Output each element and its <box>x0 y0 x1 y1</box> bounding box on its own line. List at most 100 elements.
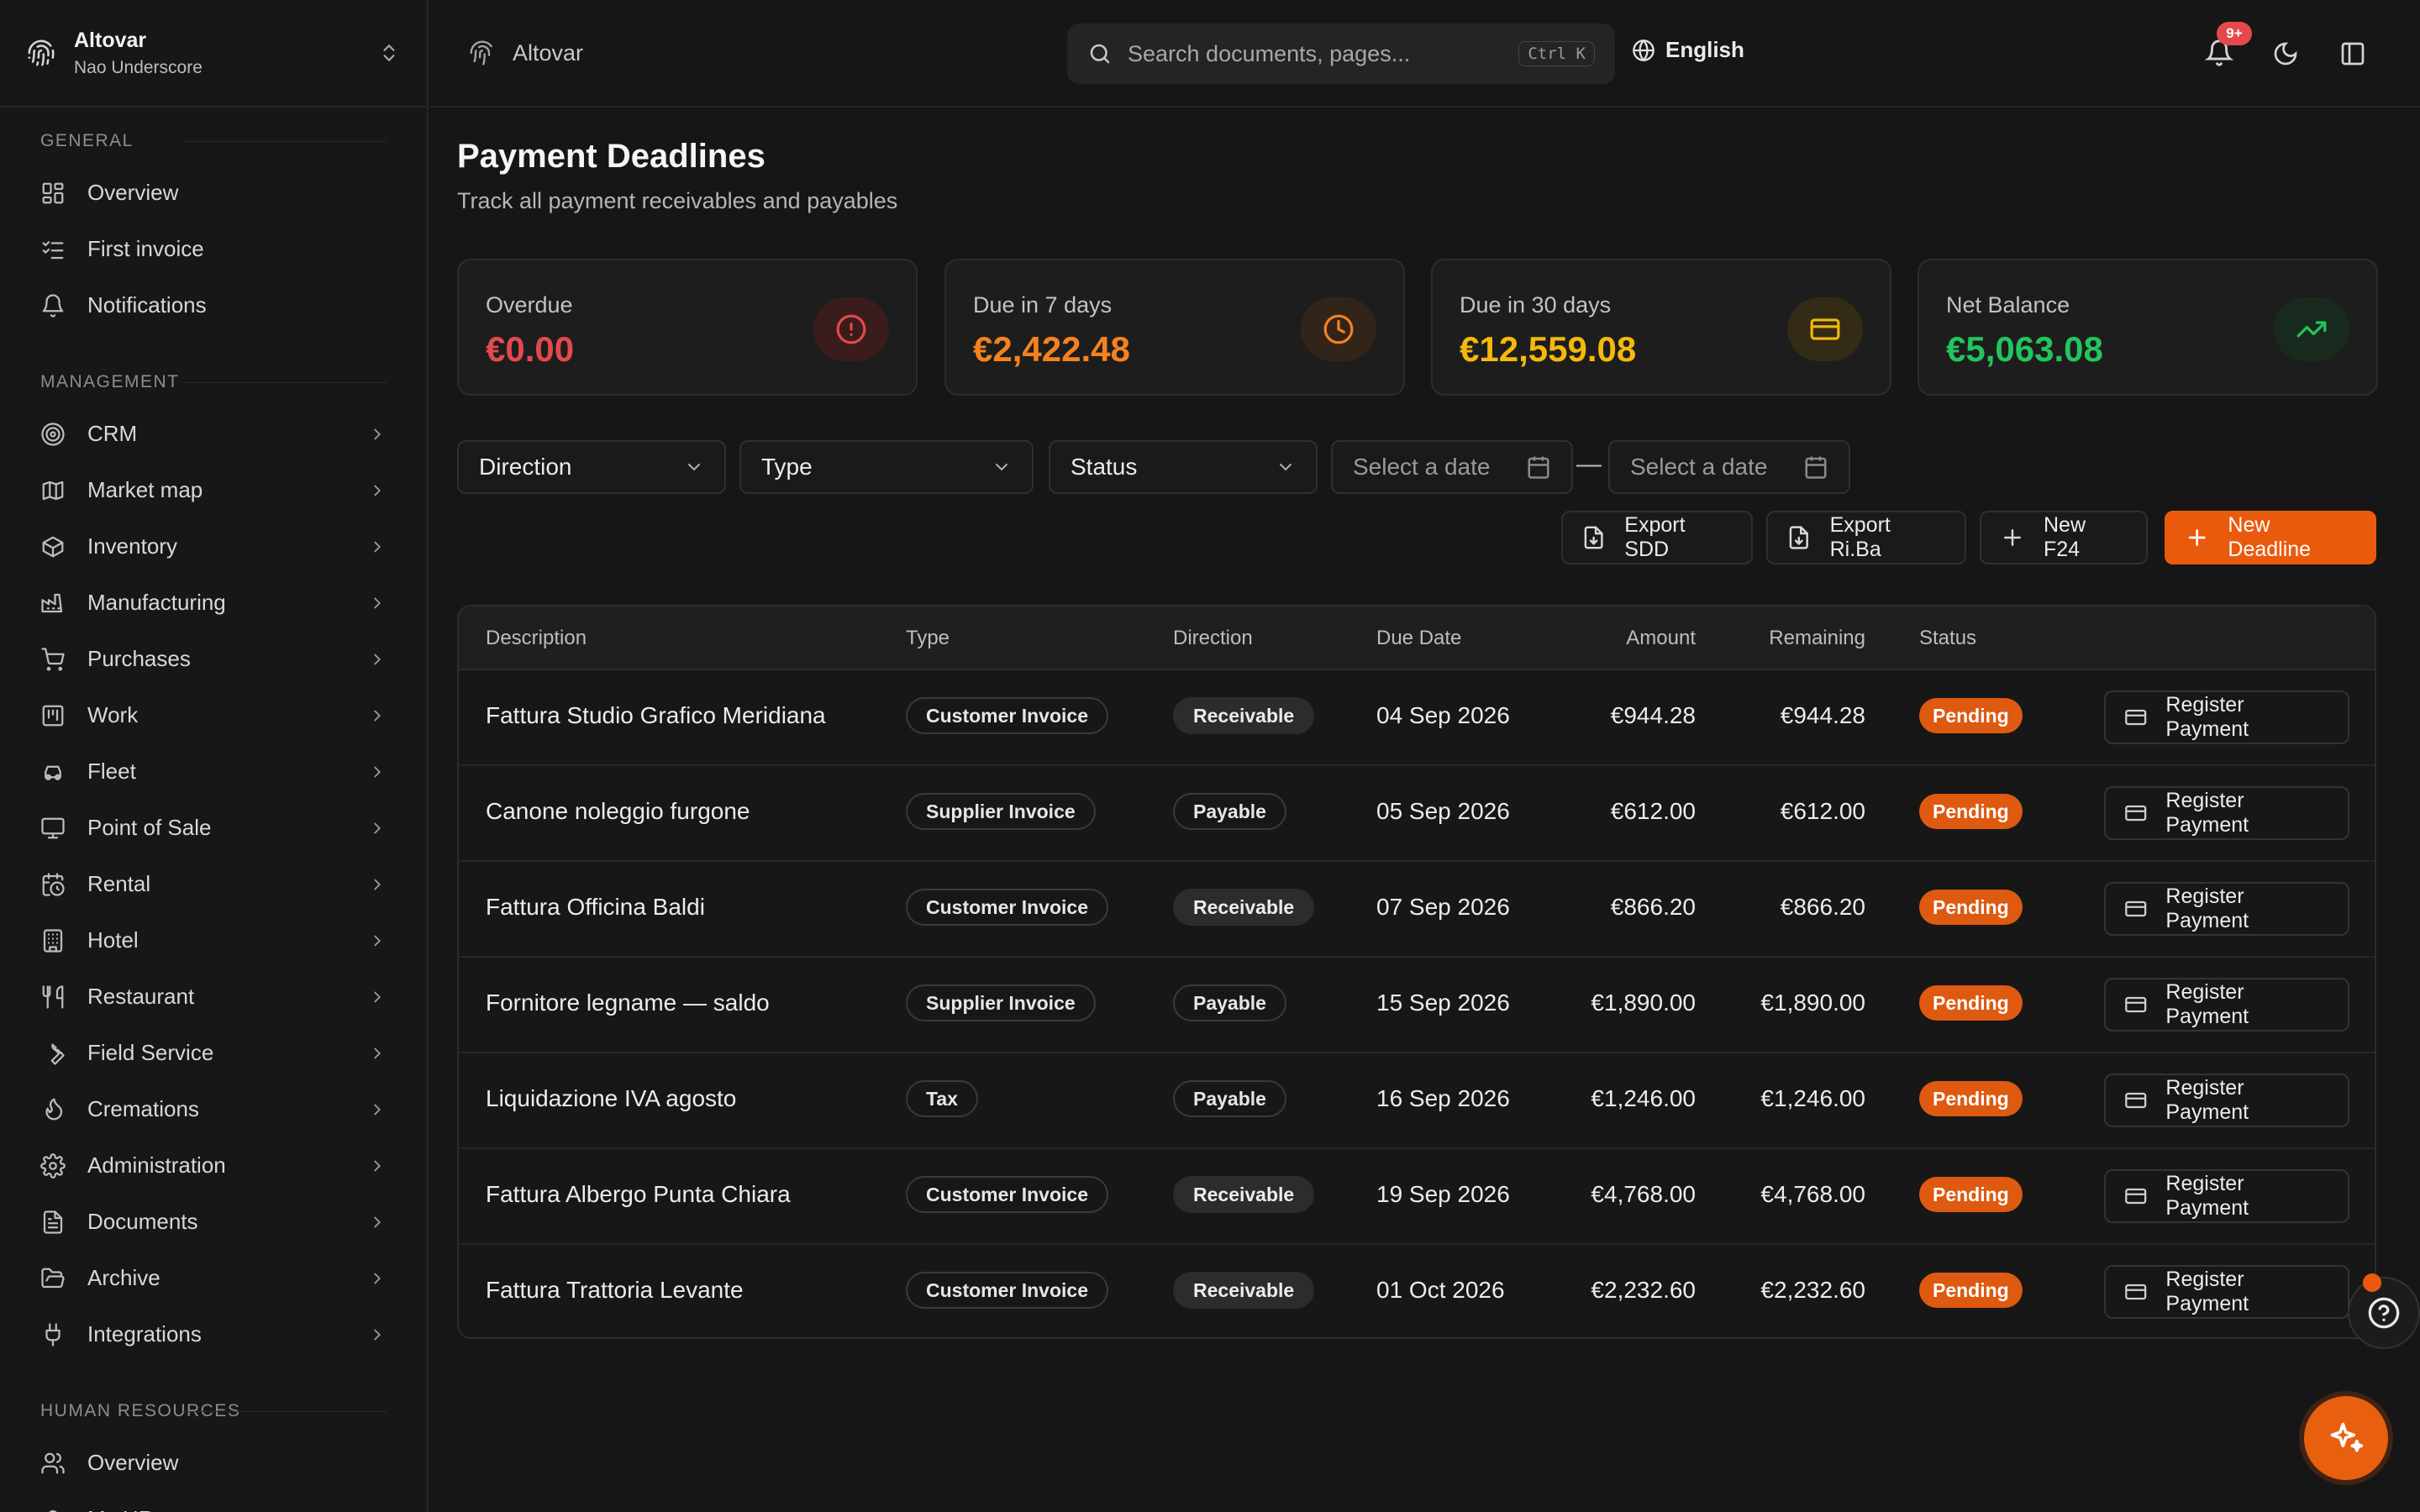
sidebar-section-header: MANAGEMENT <box>40 349 387 406</box>
table-row[interactable]: Fattura Albergo Punta Chiara Customer Inv… <box>459 1149 2375 1245</box>
table-row[interactable]: Fattura Studio Grafico Meridiana Customer… <box>459 670 2375 766</box>
sidebar-item-manufacturing[interactable]: Manufacturing <box>40 575 387 631</box>
sidebar-item-crm[interactable]: CRM <box>40 406 387 462</box>
table-row[interactable]: Fattura Officina Baldi Customer Invoice Re… <box>459 862 2375 958</box>
column-amount[interactable]: Amount <box>1626 627 1696 649</box>
credit-card-icon <box>2125 1284 2147 1300</box>
sidebar-item-label: My HR <box>87 1506 387 1512</box>
sidebar-item-inventory[interactable]: Inventory <box>40 518 387 575</box>
sidebar-item-field-service[interactable]: Field Service <box>40 1025 387 1081</box>
sidebar-section-header: HUMAN RESOURCES <box>40 1378 387 1435</box>
help-button[interactable] <box>2348 1277 2420 1349</box>
register-payment-button[interactable]: Register Payment <box>2104 1265 2349 1319</box>
chevron-right-icon <box>374 1104 381 1115</box>
new-f24-button[interactable]: New F24 <box>1980 511 2148 564</box>
sidebar-item-documents[interactable]: Documents <box>40 1194 387 1250</box>
search-placeholder: Search documents, pages... <box>1128 40 1411 66</box>
org-switcher[interactable]: Altovar Nao Underscore <box>0 0 427 108</box>
register-payment-label: Register Payment <box>2165 1076 2249 1124</box>
column-description[interactable]: Description <box>486 627 587 649</box>
register-payment-button[interactable]: Register Payment <box>2104 1074 2349 1127</box>
register-payment-button[interactable]: Register Payment <box>2104 786 2349 840</box>
sidebar-item-integrations[interactable]: Integrations <box>40 1306 387 1362</box>
notifications-badge: 9+ <box>2217 22 2252 45</box>
clock-icon <box>1323 314 1354 344</box>
building-icon <box>43 928 63 953</box>
row-type-badge: Supplier Invoice <box>906 793 1096 830</box>
register-payment-button[interactable]: Register Payment <box>2104 882 2349 936</box>
table-row[interactable]: Canone noleggio furgone Supplier Invoice P… <box>459 766 2375 862</box>
register-payment-button[interactable]: Register Payment <box>2104 978 2349 1032</box>
register-payment-button[interactable]: Register Payment <box>2104 690 2349 744</box>
panel-toggle-icon[interactable] <box>2339 40 2366 67</box>
moon-icon[interactable] <box>2272 40 2299 67</box>
sidebar-item-label: Overview <box>87 1450 179 1475</box>
sidebar-item-restaurant[interactable]: Restaurant <box>40 969 387 1025</box>
sidebar-item-cremations[interactable]: Cremations <box>40 1081 387 1137</box>
column-due-date[interactable]: Due Date <box>1376 627 1462 649</box>
row-status-badge: Pending <box>1919 890 2023 925</box>
sidebar-item-rental[interactable]: Rental <box>40 856 387 912</box>
chevron-down-icon <box>1280 464 1292 471</box>
chevron-down-icon <box>996 464 1007 471</box>
column-status[interactable]: Status <box>1919 627 1977 649</box>
register-payment-label: Register Payment <box>2165 885 2249 932</box>
stat-value: €2,422.48 <box>973 329 1130 369</box>
sidebar-item-work[interactable]: Work <box>40 687 387 743</box>
sidebar-item-market-map[interactable]: Market map <box>40 462 387 518</box>
language-switcher[interactable]: English <box>1632 37 1744 63</box>
row-amount: €1,890.00 <box>1591 990 1696 1016</box>
column-type[interactable]: Type <box>906 627 950 649</box>
sidebar-item-administration[interactable]: Administration <box>40 1137 387 1194</box>
row-remaining: €612.00 <box>1780 798 1865 824</box>
row-status-badge: Pending <box>1919 1273 2023 1308</box>
date-to-picker[interactable]: Select a date <box>1608 440 1850 494</box>
row-direction-badge: Receivable <box>1173 1176 1315 1213</box>
chevron-right-icon <box>374 485 381 496</box>
sidebar-item-hotel[interactable]: Hotel <box>40 912 387 969</box>
sidebar-item-notifications[interactable]: Notifications <box>40 277 387 333</box>
stat-label: Due in 30 days <box>1460 292 1612 318</box>
sidebar-item-purchases[interactable]: Purchases <box>40 631 387 687</box>
stat-label: Overdue <box>486 292 573 318</box>
table-row[interactable]: Liquidazione IVA agosto Tax Payable 16 Sep … <box>459 1053 2375 1149</box>
chevron-right-icon <box>374 1047 381 1058</box>
row-due-date: 01 Oct 2026 <box>1376 1277 1505 1303</box>
export-riba-label: Export Ri.Ba <box>1829 513 1891 561</box>
row-description: Fornitore legname — saldo <box>486 990 770 1016</box>
notifications-bell-icon[interactable] <box>2205 39 2233 67</box>
page-title: Payment Deadlines <box>457 138 765 175</box>
table-row[interactable]: Fornitore legname — saldo Supplier Invoic… <box>459 958 2375 1053</box>
sidebar-item-archive[interactable]: Archive <box>40 1250 387 1306</box>
column-remaining[interactable]: Remaining <box>1769 627 1865 649</box>
register-payment-button[interactable]: Register Payment <box>2104 1169 2349 1223</box>
plus-icon <box>2003 529 2021 546</box>
sidebar-item-fleet[interactable]: Fleet <box>40 743 387 800</box>
sidebar-item-first-invoice[interactable]: First invoice <box>40 221 387 277</box>
sidebar-item-point-of-sale[interactable]: Point of Sale <box>40 800 387 856</box>
sidebar-item-label: Point of Sale <box>87 815 212 840</box>
sidebar-item-label: First invoice <box>87 236 204 261</box>
direction-select[interactable]: Direction <box>457 440 726 494</box>
date-from-picker[interactable]: Select a date <box>1331 440 1573 494</box>
search-input[interactable]: Search documents, pages... Ctrl K <box>1067 24 1615 84</box>
status-select[interactable]: Status <box>1049 440 1318 494</box>
sidebar-item-label: Archive <box>87 1265 160 1290</box>
chevron-down-icon <box>688 464 700 471</box>
export-riba-button[interactable]: Export Ri.Ba <box>1766 511 1966 564</box>
column-direction[interactable]: Direction <box>1173 627 1253 649</box>
row-status-badge: Pending <box>1919 1177 2023 1212</box>
chevron-right-icon <box>374 654 381 664</box>
sidebar-item-overview[interactable]: Overview <box>40 1435 387 1491</box>
sidebar-nav: GENERAL Overview First invoice Notification… <box>0 108 427 1512</box>
breadcrumb[interactable]: Altovar <box>430 39 583 66</box>
row-due-date: 15 Sep 2026 <box>1376 990 1510 1016</box>
sidebar-item-my-hr[interactable]: My HR <box>40 1491 387 1512</box>
new-deadline-button[interactable]: New Deadline <box>2165 511 2376 564</box>
table-row[interactable]: Fattura Trattoria Levante Customer Invoic… <box>459 1245 2375 1337</box>
export-sdd-button[interactable]: Export SDD <box>1561 511 1753 564</box>
ai-assistant-button[interactable] <box>2304 1396 2388 1480</box>
sidebar-item-overview[interactable]: Overview <box>40 165 387 221</box>
folder-open-icon <box>41 1268 65 1288</box>
type-select[interactable]: Type <box>739 440 1034 494</box>
